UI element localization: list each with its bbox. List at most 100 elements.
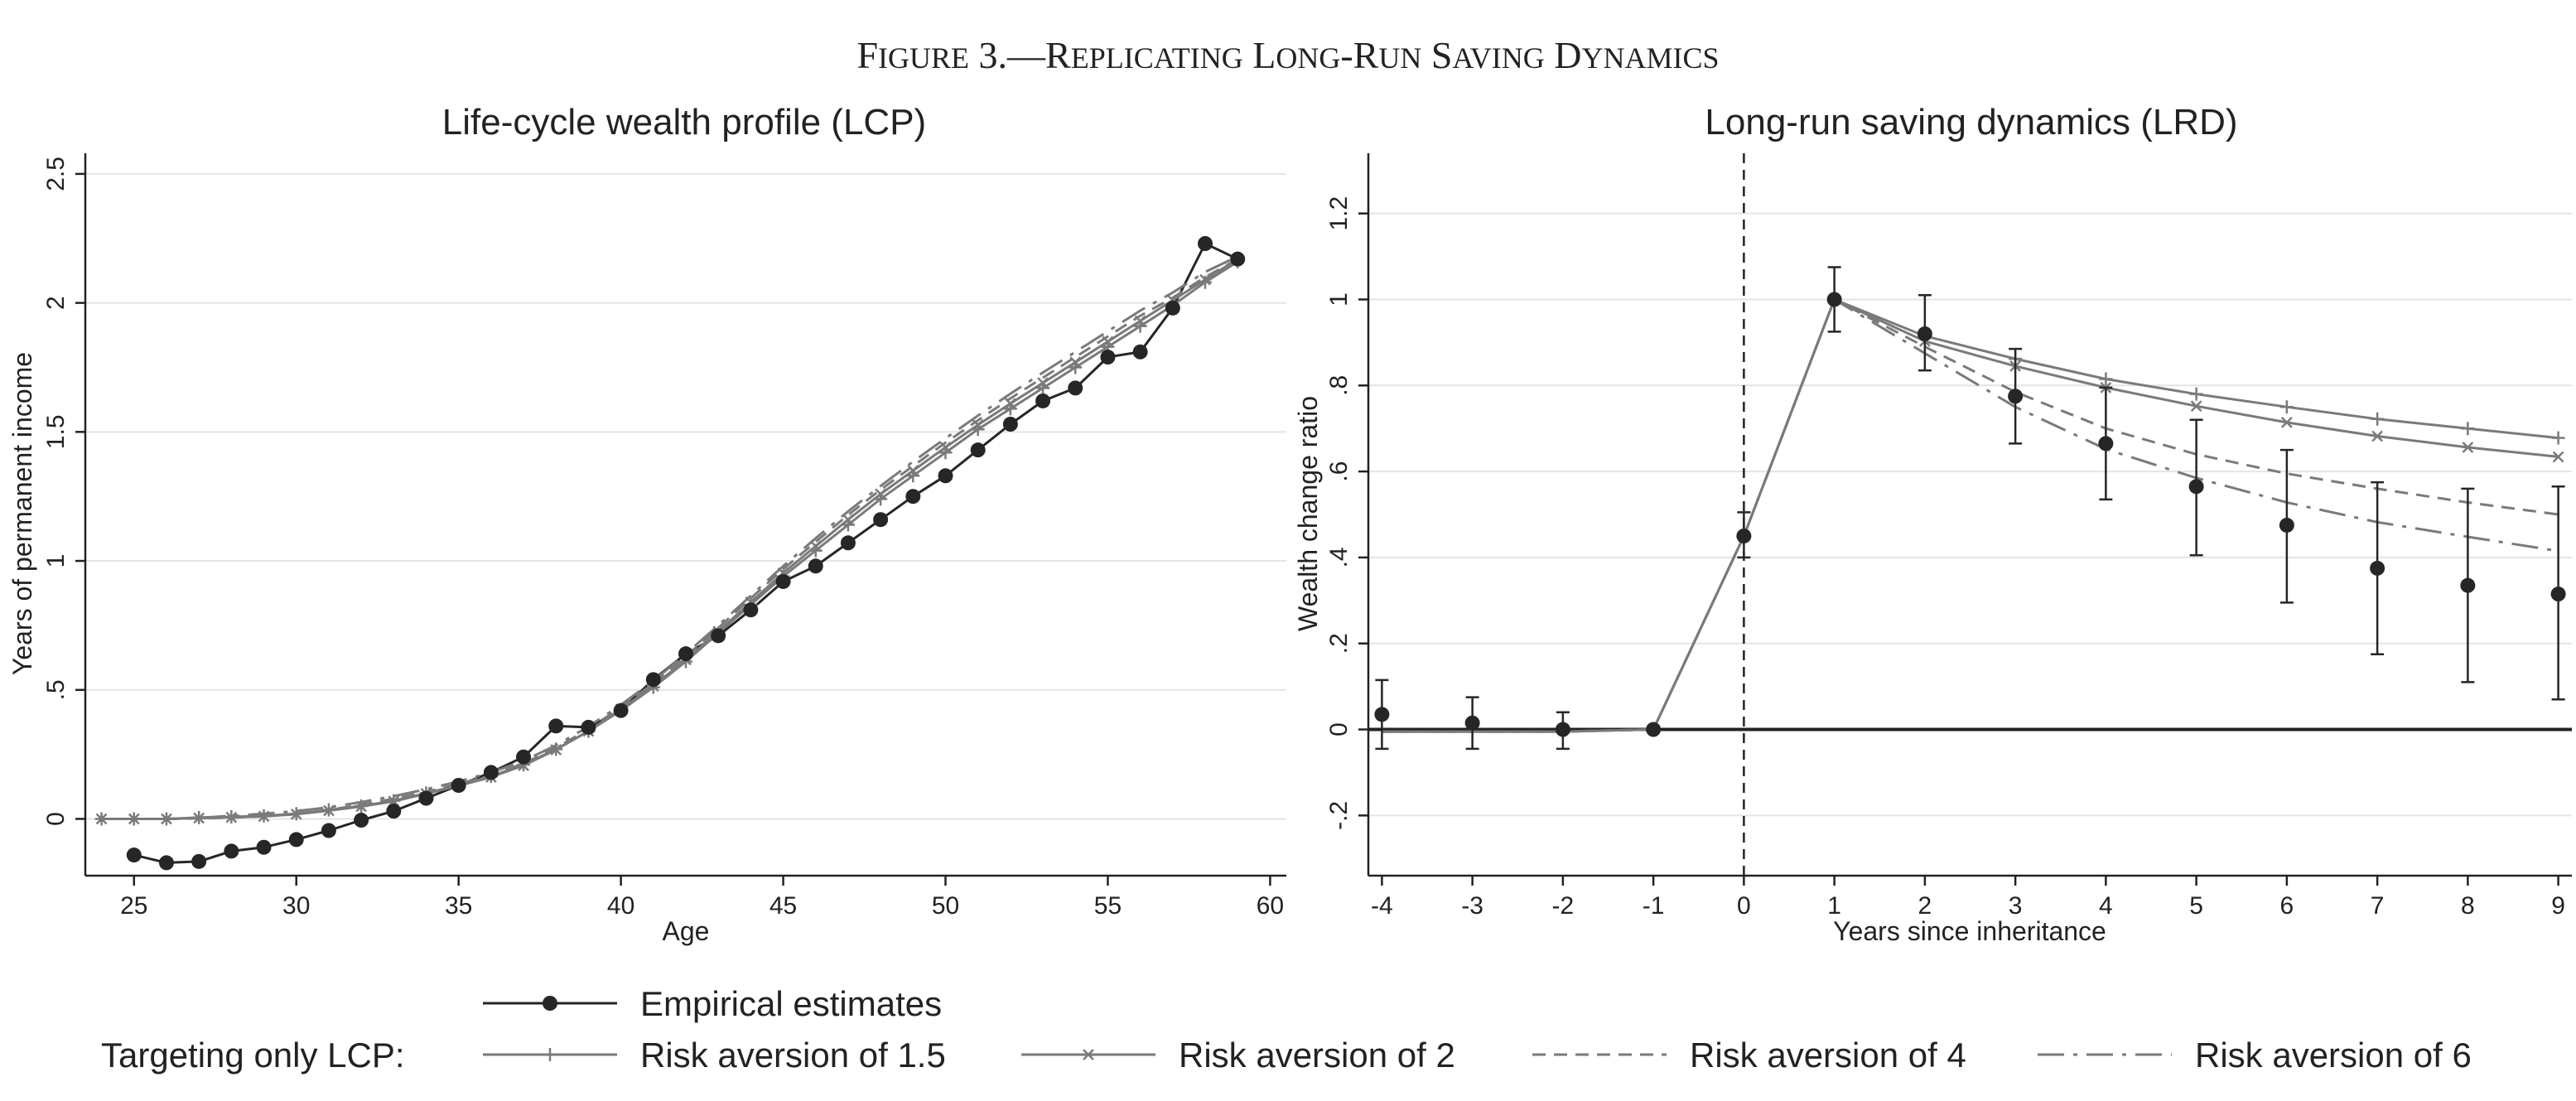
lrd-empirical-point [1374, 707, 1390, 722]
lrd-y-axis-label: Wealth change ratio [1293, 396, 1323, 631]
lcp-empirical-point [938, 468, 953, 484]
lrd-point-plus [2189, 387, 2203, 401]
lrd-grid [1368, 212, 2572, 817]
lcp-empirical-point [775, 573, 791, 589]
lcp-y-tick-label: 2.5 [42, 157, 70, 191]
lcp-panel: Life-cycle wealth profile (LCP) 25 30 35 40… [7, 102, 1286, 946]
lcp-y-tick-label: 2 [42, 296, 70, 310]
lrd-x-tick-label: 6 [2280, 892, 2294, 920]
legend-label-empirical: Empirical estimates [640, 984, 942, 1023]
lcp-empirical-point [970, 442, 986, 458]
lcp-point-cross [1037, 377, 1049, 389]
lrd-point-cross [2190, 400, 2202, 413]
lrd-y-tick-label: .4 [1325, 547, 1353, 567]
lrd-point-plus [2371, 412, 2385, 426]
lrd-series-dashed [1382, 298, 2559, 733]
lcp-empirical-point [1165, 300, 1180, 316]
lrd-y-tick-label: .2 [1325, 633, 1353, 654]
legend-prefix: Targeting only LCP: [101, 1036, 405, 1074]
lrd-empirical-point [2460, 577, 2476, 593]
lrd-point-cross [2371, 430, 2384, 442]
lrd-point-cross [2552, 451, 2564, 463]
lrd-x-tick-label: 2 [1918, 892, 1932, 920]
lrd-empirical-point [2008, 389, 2024, 404]
lcp-x-tick-label: 35 [445, 892, 472, 920]
lcp-empirical-point [645, 672, 661, 688]
lcp-empirical-point [224, 843, 239, 859]
lcp-y-tick-label: 0 [42, 812, 70, 826]
lcp-x-tick-label: 45 [769, 892, 797, 920]
lrd-axes: -4 -3 -2 -1 0 1 2 3 4 5 6 7 8 9 -.2 0 .2 .4 .6 .8 1 1.2 [1325, 153, 2572, 920]
lcp-empirical-point [321, 823, 336, 838]
lrd-x-tick-label: 3 [2009, 892, 2023, 920]
lrd-x-tick-label: -1 [1643, 892, 1665, 920]
lcp-x-tick-label: 25 [120, 892, 147, 920]
lcp-y-tick-label: .5 [42, 679, 70, 700]
lrd-empirical-point [1646, 722, 1662, 737]
lrd-empirical-point [2279, 517, 2294, 533]
lrd-x-tick-label: -4 [1371, 892, 1393, 920]
lcp-empirical-point [1035, 393, 1051, 408]
lrd-point-plus [2461, 422, 2475, 436]
lrd-x-tick-label: -2 [1552, 892, 1575, 920]
lcp-empirical-point [126, 847, 142, 863]
lcp-series-cross [101, 258, 1239, 820]
lrd-x-tick-label: 8 [2461, 892, 2475, 920]
lrd-empirical-point [2188, 479, 2204, 495]
lcp-y-axis-label: Years of permanent income [7, 352, 37, 675]
lcp-x-axis-label: Age [663, 916, 710, 946]
lrd-point-plus [2279, 400, 2294, 414]
lcp-x-tick-label: 55 [1094, 892, 1122, 920]
lcp-empirical-point [256, 839, 272, 855]
lrd-series-cross [1382, 298, 2559, 733]
lrd-empirical-point [1826, 292, 1842, 307]
lcp-empirical-point [1132, 344, 1148, 360]
lcp-empirical-point [548, 718, 564, 734]
lrd-series [1374, 266, 2566, 751]
lcp-empirical-point [1002, 417, 1018, 432]
lrd-x-tick-label: 7 [2371, 892, 2385, 920]
lrd-series-plus [1382, 298, 2559, 733]
lcp-panel-title: Life-cycle wealth profile (LCP) [442, 102, 926, 142]
lcp-axes: 25 30 35 40 45 50 55 60 0 .5 1 1.5 2 2.5 [42, 153, 1286, 920]
lrd-x-tick-label: 5 [2189, 892, 2203, 920]
lcp-empirical-point [386, 804, 402, 819]
lcp-point-cross [875, 488, 887, 500]
legend-label-dashed: Risk aversion of 4 [1690, 1036, 1966, 1074]
lrd-y-tick-label: 1 [1325, 292, 1353, 307]
lrd-empirical-point [2370, 560, 2385, 576]
figure-title: FIGURE 3.—REPLICATING LONG-RUN SAVING DY… [856, 34, 1719, 76]
legend-marker-plus [543, 1048, 557, 1061]
lrd-y-tick-label: 1.2 [1325, 196, 1353, 231]
lcp-x-tick-label: 30 [282, 892, 310, 920]
lrd-panel-title: Long-run saving dynamics (LRD) [1705, 102, 2237, 142]
lcp-empirical-point [808, 558, 823, 574]
lrd-empirical-point [1464, 715, 1480, 731]
lcp-empirical-point [191, 853, 207, 869]
lrd-x-tick-label: 0 [1737, 892, 1751, 920]
lcp-empirical-point [516, 749, 532, 765]
lcp-empirical-point [613, 703, 629, 718]
lrd-empirical-point [2550, 587, 2566, 602]
lrd-y-tick-label: 0 [1325, 722, 1353, 736]
legend-label-cross: Risk aversion of 2 [1179, 1036, 1455, 1074]
lrd-empirical-point [1555, 722, 1570, 737]
lcp-point-cross [95, 813, 108, 825]
lcp-x-tick-label: 40 [607, 892, 634, 920]
legend-marker-empirical [543, 996, 557, 1011]
lrd-y-tick-label: -.2 [1325, 801, 1353, 830]
lcp-empirical-point [1230, 251, 1246, 267]
legend-label-plus: Risk aversion of 1.5 [640, 1036, 946, 1074]
lcp-series-dashdot [101, 255, 1238, 820]
legend-marker-cross [1083, 1049, 1094, 1060]
lcp-series [94, 236, 1246, 871]
lcp-empirical-point [1068, 380, 1083, 396]
lcp-empirical-point [288, 832, 304, 847]
lrd-x-tick-label: 9 [2551, 892, 2565, 920]
lcp-y-tick-label: 1.5 [42, 414, 70, 449]
lcp-empirical-point [418, 790, 434, 806]
lcp-empirical-point [581, 719, 596, 735]
lcp-series-empirical [133, 242, 1238, 864]
lcp-empirical-point [451, 778, 466, 793]
